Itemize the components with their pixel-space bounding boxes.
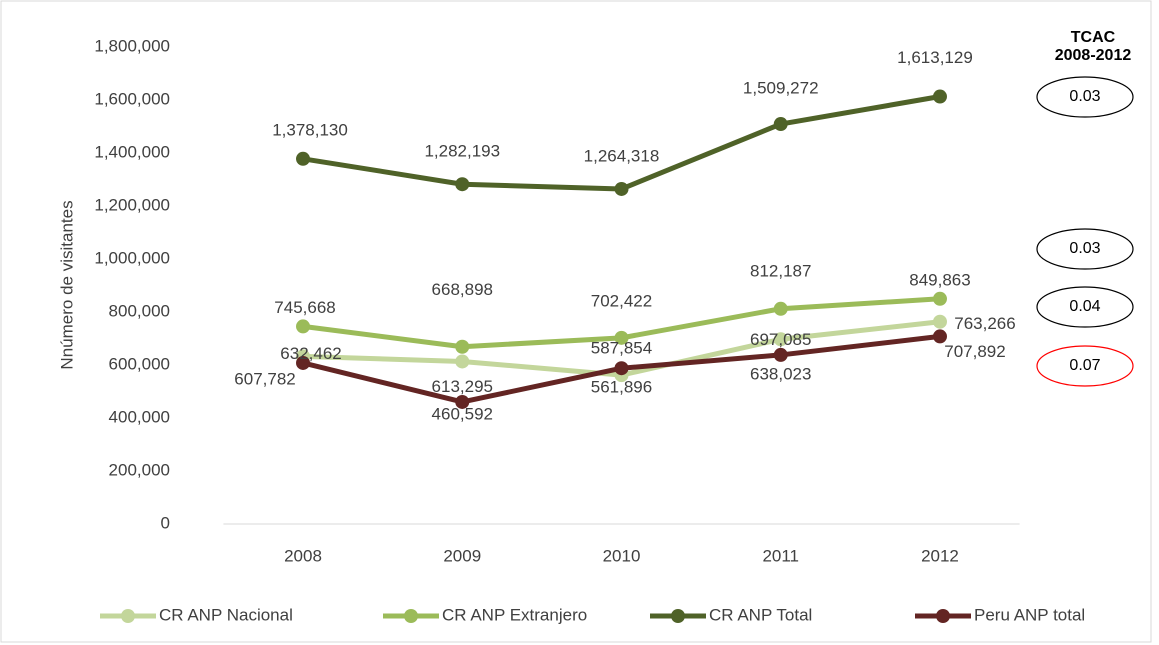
data-label: 697,085 bbox=[750, 330, 811, 349]
marker bbox=[773, 117, 788, 132]
legend-label: CR ANP Extranjero bbox=[442, 605, 587, 624]
x-tick-label: 2011 bbox=[762, 546, 799, 565]
annotation-text: 0.04 bbox=[1069, 298, 1100, 315]
y-tick-label: 1,200,000 bbox=[94, 195, 170, 214]
data-label: 460,592 bbox=[432, 404, 493, 423]
marker bbox=[455, 339, 470, 354]
y-tick-label: 1,400,000 bbox=[94, 142, 170, 161]
marker bbox=[614, 181, 629, 196]
y-axis-label: Nnúmero de visitantes bbox=[57, 200, 76, 369]
legend-marker bbox=[121, 609, 135, 623]
y-tick-label: 1,000,000 bbox=[94, 248, 170, 267]
data-label: 849,863 bbox=[909, 270, 970, 289]
annotation-title: 2008-2012 bbox=[1055, 47, 1132, 64]
data-label: 1,613,129 bbox=[897, 48, 973, 67]
annotation-text: 0.03 bbox=[1069, 88, 1100, 105]
marker bbox=[614, 330, 629, 345]
data-label: 638,023 bbox=[750, 364, 811, 383]
data-label: 561,896 bbox=[591, 378, 652, 397]
y-tick-label: 800,000 bbox=[109, 301, 170, 320]
annotation-oval bbox=[1036, 76, 1134, 118]
annotation-oval bbox=[1036, 228, 1134, 270]
marker bbox=[614, 361, 629, 376]
y-tick-label: 0 bbox=[161, 513, 170, 532]
data-label: 707,892 bbox=[944, 342, 1005, 361]
data-label: 1,282,193 bbox=[424, 142, 500, 161]
marker bbox=[773, 301, 788, 316]
marker bbox=[455, 354, 470, 369]
y-tick-label: 1,600,000 bbox=[94, 89, 170, 108]
y-tick-label: 1,800,000 bbox=[94, 36, 170, 55]
line bbox=[302, 94, 941, 192]
data-label: 1,509,272 bbox=[743, 79, 819, 98]
legend-marker bbox=[671, 609, 685, 623]
marker bbox=[932, 329, 947, 344]
data-label: 1,378,130 bbox=[272, 120, 348, 139]
marker bbox=[455, 177, 470, 192]
marker bbox=[773, 347, 788, 362]
annotation-text: 0.07 bbox=[1069, 357, 1100, 374]
data-label: 668,898 bbox=[432, 280, 493, 299]
data-label: 763,266 bbox=[954, 314, 1015, 333]
data-label: 1,264,318 bbox=[584, 146, 660, 165]
legend-label: CR ANP Total bbox=[709, 605, 812, 624]
annotation-title: TCAC bbox=[1071, 29, 1116, 46]
y-tick-label: 200,000 bbox=[109, 460, 170, 479]
marker bbox=[296, 151, 311, 166]
legend-label: CR ANP Nacional bbox=[159, 605, 293, 624]
y-tick-label: 600,000 bbox=[109, 354, 170, 373]
x-tick-label: 2010 bbox=[603, 546, 641, 565]
x-tick-label: 2008 bbox=[284, 546, 322, 565]
legend-marker bbox=[404, 609, 418, 623]
y-tick-label: 400,000 bbox=[109, 407, 170, 426]
marker bbox=[932, 291, 947, 306]
data-label: 812,187 bbox=[750, 261, 811, 280]
marker bbox=[932, 89, 947, 104]
data-label: 632,462 bbox=[280, 344, 341, 363]
data-label: 613,295 bbox=[432, 377, 493, 396]
x-tick-label: 2012 bbox=[921, 546, 959, 565]
data-label: 587,854 bbox=[591, 339, 652, 358]
legend-marker bbox=[936, 609, 950, 623]
marker bbox=[932, 314, 947, 329]
data-label: 702,422 bbox=[591, 291, 652, 310]
legend-label: Peru ANP total bbox=[974, 605, 1085, 624]
marker bbox=[296, 355, 311, 370]
marker bbox=[773, 332, 788, 347]
data-label: 745,668 bbox=[274, 298, 335, 317]
marker bbox=[296, 319, 311, 334]
x-tick-label: 2009 bbox=[443, 546, 481, 565]
marker bbox=[455, 394, 470, 409]
annotation-oval bbox=[1036, 286, 1134, 328]
data-label: 607,782 bbox=[234, 369, 295, 388]
annotation-text: 0.03 bbox=[1069, 240, 1100, 257]
annotation-oval bbox=[1036, 345, 1134, 387]
